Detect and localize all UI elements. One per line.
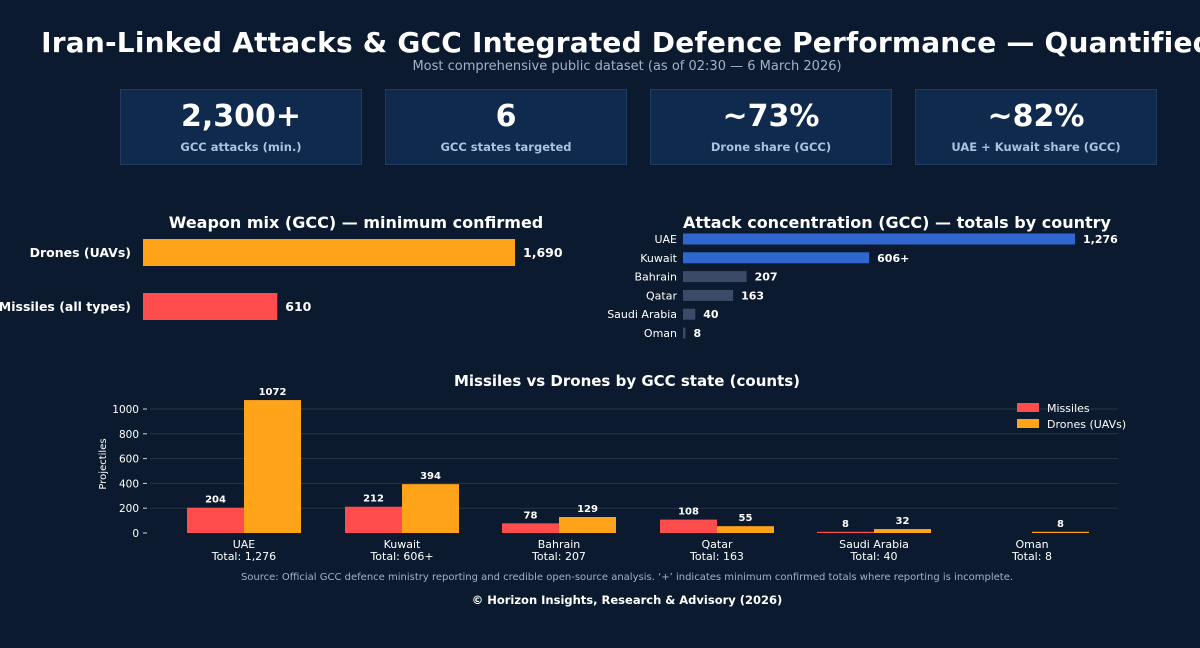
legend-swatch-missiles (1017, 403, 1039, 412)
concentration-bar-2 (683, 271, 747, 283)
weapon-mix-bar-1 (143, 293, 278, 320)
y-tick-label: 1000 (112, 404, 139, 416)
concentration-bar-3 (683, 289, 734, 301)
y-tick-label: 600 (119, 454, 139, 466)
weapon-mix-category-label: Missiles (all types) (0, 299, 131, 314)
missiles-data-label: 204 (205, 495, 226, 506)
missiles-bar (660, 519, 717, 533)
legend-label: Drones (UAVs) (1047, 418, 1126, 431)
concentration-value-label: 8 (693, 327, 701, 340)
concentration-value-label: 606+ (877, 252, 909, 265)
kpi-value: ~82% (987, 99, 1085, 134)
drones-data-label: 55 (739, 513, 753, 524)
copyright-note: © Horizon Insights, Research & Advisory … (471, 593, 783, 607)
source-note: Source: Official GCC defence ministry re… (240, 572, 1014, 583)
x-category-total: Total: 163 (689, 550, 744, 563)
kpi-card-uae-kuwait-share: ~82% UAE + Kuwait share (GCC) (915, 89, 1157, 165)
y-tick-label: 0 (132, 528, 139, 540)
concentration-bar-4 (683, 308, 696, 320)
weapon-mix-value-label: 1,690 (523, 245, 563, 260)
x-category-label: Bahrain (538, 538, 581, 551)
concentration-category-label: Bahrain (634, 271, 677, 284)
concentration-bar-0 (683, 233, 1075, 245)
y-axis-label: Projectiles (98, 438, 109, 489)
drones-bar (559, 517, 616, 533)
drones-bar (874, 529, 931, 533)
weapon-mix-category-label: Drones (UAVs) (30, 245, 131, 260)
page-title: Iran-Linked Attacks & GCC Integrated Def… (41, 26, 1200, 59)
x-category-total: Total: 8 (1011, 550, 1052, 563)
kpi-value: 6 (495, 99, 517, 134)
missiles-bar (817, 531, 874, 533)
weapon-mix-value-label: 610 (285, 299, 311, 314)
missiles-data-label: 108 (678, 507, 699, 518)
drones-bar (1032, 531, 1089, 533)
weapon-mix-bar-0 (143, 239, 515, 266)
drones-data-label: 32 (896, 516, 910, 527)
weapon-mix-title: Weapon mix (GCC) — minimum confirmed (169, 213, 544, 232)
drones-data-label: 1072 (259, 387, 287, 398)
concentration-bar-5 (683, 327, 686, 339)
kpi-label: GCC states targeted (440, 140, 572, 154)
x-category-label: UAE (233, 538, 256, 551)
drones-data-label: 394 (420, 471, 441, 482)
concentration-title: Attack concentration (GCC) — totals by c… (683, 213, 1111, 232)
missiles-data-label: 78 (524, 510, 538, 521)
y-tick-label: 400 (119, 478, 139, 490)
kpi-value: 2,300+ (180, 99, 302, 134)
x-category-total: Total: 606+ (369, 550, 433, 563)
concentration-bar-1 (683, 252, 870, 264)
drones-data-label: 129 (577, 504, 598, 515)
drones-bar (244, 400, 301, 533)
concentration-value-label: 163 (741, 289, 764, 302)
missiles-bar (187, 507, 244, 533)
missiles-bar (345, 506, 402, 533)
legend-label: Missiles (1047, 402, 1090, 415)
x-category-total: Total: 1,276 (211, 550, 276, 563)
concentration-value-label: 1,276 (1083, 233, 1118, 246)
y-tick-label: 800 (119, 429, 139, 441)
x-category-label: Kuwait (384, 538, 421, 551)
x-category-total: Total: 207 (531, 550, 586, 563)
x-category-total: Total: 40 (850, 550, 898, 563)
kpi-label: Drone share (GCC) (710, 140, 832, 154)
missiles-data-label: 8 (842, 519, 849, 530)
drones-bar (717, 526, 774, 533)
missiles-data-label: 212 (363, 494, 384, 505)
kpi-label: GCC attacks (min.) (180, 140, 302, 154)
x-category-label: Saudi Arabia (839, 538, 909, 551)
y-tick-label: 200 (119, 503, 139, 515)
drones-data-label: 8 (1057, 519, 1064, 530)
drones-bar (402, 484, 459, 533)
concentration-category-label: Qatar (646, 289, 677, 302)
legend-swatch-drones (1017, 419, 1039, 428)
concentration-category-label: Oman (644, 327, 677, 340)
concentration-value-label: 207 (755, 271, 778, 284)
page-subtitle: Most comprehensive public dataset (as of… (412, 59, 842, 74)
x-category-label: Qatar (702, 538, 733, 551)
concentration-category-label: Saudi Arabia (607, 308, 677, 321)
kpi-value: ~73% (722, 99, 820, 134)
concentration-category-label: UAE (654, 233, 677, 246)
concentration-value-label: 40 (703, 308, 719, 321)
grouped-chart-title: Missiles vs Drones by GCC state (counts) (454, 372, 800, 390)
kpi-card-drone-share: ~73% Drone share (GCC) (650, 89, 892, 165)
kpi-label: UAE + Kuwait share (GCC) (951, 140, 1121, 154)
concentration-category-label: Kuwait (640, 252, 677, 265)
x-category-label: Oman (1015, 538, 1048, 551)
kpi-card-states-targeted: 6 GCC states targeted (385, 89, 627, 165)
missiles-bar (502, 523, 559, 533)
kpi-card-gcc-attacks: 2,300+ GCC attacks (min.) (120, 89, 362, 165)
